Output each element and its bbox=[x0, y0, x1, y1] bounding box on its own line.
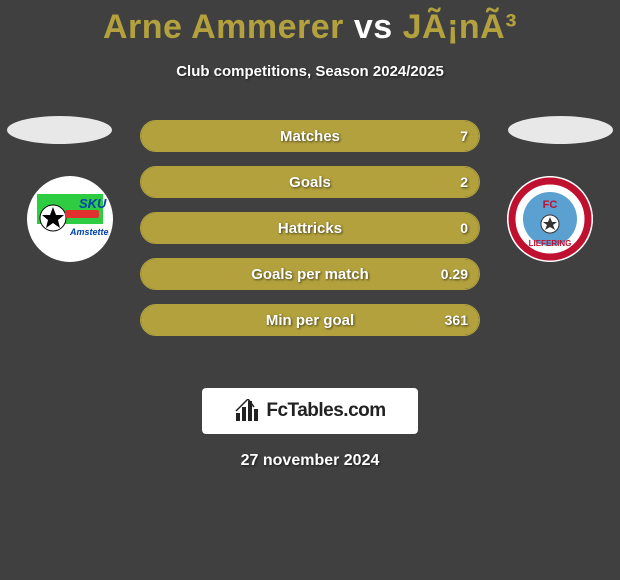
date-text: 27 november 2024 bbox=[0, 452, 620, 470]
svg-text:LIEFERING: LIEFERING bbox=[529, 239, 572, 248]
stat-row: Min per goal361 bbox=[140, 304, 480, 336]
stat-bars: Matches7 Goals2 Hattricks0 Goals per match0… bbox=[140, 120, 480, 350]
vs-label: vs bbox=[354, 8, 393, 46]
stat-bar-fill-right bbox=[141, 305, 479, 335]
stat-bar-track bbox=[140, 166, 480, 198]
stat-bar-track bbox=[140, 212, 480, 244]
stat-bar-track bbox=[140, 120, 480, 152]
fc-liefering-badge-icon: FC LIEFERING bbox=[507, 176, 593, 262]
subtitle: Club competitions, Season 2024/2025 bbox=[0, 63, 620, 80]
brand-box: FcTables.com bbox=[202, 388, 418, 434]
svg-text:SKU: SKU bbox=[79, 196, 107, 211]
stat-bar-track bbox=[140, 304, 480, 336]
svg-text:FC: FC bbox=[543, 199, 558, 211]
brand-text: FcTables.com bbox=[266, 400, 385, 422]
player1-name: Arne Ammerer bbox=[103, 8, 344, 46]
stat-row: Goals per match0.29 bbox=[140, 258, 480, 290]
stat-row: Hattricks0 bbox=[140, 212, 480, 244]
player2-oval bbox=[508, 116, 613, 144]
team-left-logo: SKU Amstetten bbox=[27, 176, 113, 262]
bars-icon bbox=[234, 399, 260, 423]
stat-row: Goals2 bbox=[140, 166, 480, 198]
stat-bar-fill-right bbox=[141, 167, 479, 197]
stat-row: Matches7 bbox=[140, 120, 480, 152]
stat-bar-track bbox=[140, 258, 480, 290]
stat-bar-fill-right bbox=[141, 213, 479, 243]
team-right-logo: FC LIEFERING bbox=[507, 176, 593, 262]
stat-bar-fill-right bbox=[141, 121, 479, 151]
player2-name: JÃ¡nÃ³ bbox=[403, 8, 517, 46]
page-title: Arne Ammerer vs JÃ¡nÃ³ bbox=[0, 0, 620, 47]
sku-amstetten-badge-icon: SKU Amstetten bbox=[31, 180, 109, 258]
player1-oval bbox=[7, 116, 112, 144]
stat-bar-fill-right bbox=[141, 259, 479, 289]
svg-text:Amstetten: Amstetten bbox=[69, 227, 109, 237]
comparison-content: SKU Amstetten FC LIEFERING Matches7 Goals… bbox=[0, 120, 620, 380]
